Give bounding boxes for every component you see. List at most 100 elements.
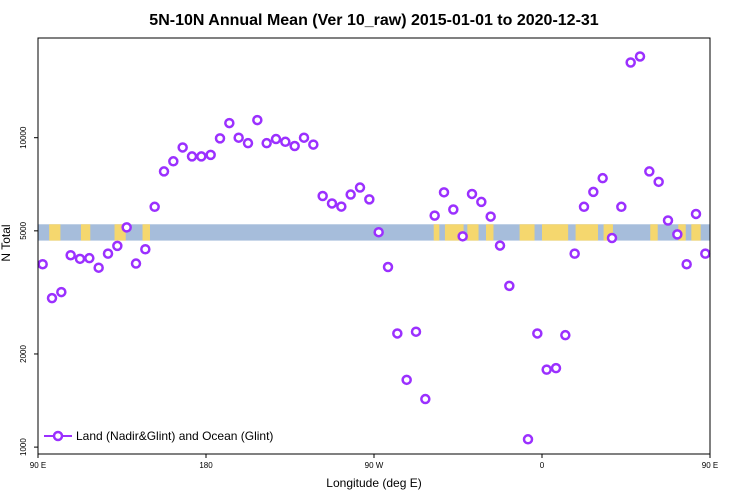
data-point <box>130 258 142 269</box>
data-point <box>224 117 235 129</box>
data-point <box>149 201 160 213</box>
data-point <box>672 229 683 240</box>
land-patch <box>80 224 91 241</box>
data-point <box>298 132 310 143</box>
land-patch <box>49 224 61 241</box>
data-point <box>37 258 48 270</box>
legend: Land (Nadir&Glint) and Ocean (Glint) <box>44 429 273 443</box>
data-point <box>233 132 244 143</box>
x-tick-label: 90 E <box>30 461 46 470</box>
data-point <box>102 248 114 259</box>
data-point <box>252 114 263 126</box>
data-point <box>476 196 487 208</box>
legend-swatch-marker <box>52 430 64 442</box>
data-point <box>140 243 151 255</box>
data-point <box>457 231 468 242</box>
data-point <box>597 172 608 184</box>
y-tick-label: 5000 <box>19 221 28 239</box>
data-point <box>466 188 478 200</box>
data-point <box>392 328 403 339</box>
data-point <box>634 51 646 62</box>
data-point <box>532 328 543 339</box>
land-patch <box>433 224 440 241</box>
data-point <box>429 210 440 221</box>
land-patch <box>691 224 701 241</box>
data-points <box>37 51 711 445</box>
data-point <box>121 222 132 233</box>
data-point <box>112 240 123 252</box>
data-point <box>681 258 692 270</box>
land-patch <box>542 224 569 241</box>
y-tick-label: 2000 <box>19 345 28 363</box>
data-point <box>625 57 636 68</box>
data-point <box>560 329 571 341</box>
data-point <box>345 189 356 200</box>
data-point <box>270 133 282 145</box>
data-point <box>410 326 422 337</box>
data-point <box>364 194 375 205</box>
data-point <box>65 249 76 261</box>
x-axis-label: Longitude (deg E) <box>326 476 421 490</box>
data-point <box>289 140 300 152</box>
land-patch <box>467 224 479 241</box>
y-tick-label: 10000 <box>19 126 28 149</box>
data-point <box>56 286 67 298</box>
data-point <box>550 362 562 374</box>
data-point <box>308 139 319 150</box>
data-point <box>690 208 702 220</box>
data-point <box>438 187 450 198</box>
data-point <box>84 252 95 264</box>
land-patch <box>519 224 535 241</box>
data-point <box>373 226 384 238</box>
data-point <box>214 133 226 144</box>
data-point <box>382 261 394 273</box>
land-patch <box>142 224 150 241</box>
data-point <box>242 137 254 149</box>
data-point <box>569 248 580 259</box>
data-point <box>420 393 431 405</box>
x-tick-label: 90 W <box>365 461 384 470</box>
y-tick-label: 1000 <box>19 438 28 456</box>
data-point <box>205 149 216 161</box>
y-axis-label: N Total <box>0 224 13 261</box>
data-point <box>74 253 86 265</box>
data-point <box>448 204 459 215</box>
x-tick-label: 0 <box>540 461 545 470</box>
data-point <box>186 151 198 162</box>
data-point <box>485 211 496 222</box>
land-patch <box>603 224 613 241</box>
data-point <box>158 166 170 177</box>
data-point <box>541 364 552 375</box>
data-point <box>606 232 618 244</box>
data-point <box>93 262 104 273</box>
data-point <box>326 198 338 209</box>
data-point <box>168 156 179 167</box>
land-patch <box>114 224 126 241</box>
plot-frame <box>37 37 711 455</box>
data-point <box>494 240 506 251</box>
land-patch <box>575 224 598 241</box>
data-point <box>401 374 412 386</box>
legend-label: Land (Nadir&Glint) and Ocean (Glint) <box>76 429 273 443</box>
data-point <box>317 190 328 202</box>
data-point <box>280 136 291 148</box>
land-patch <box>650 224 658 241</box>
data-point <box>522 434 534 445</box>
x-tick-label: 180 <box>199 461 213 470</box>
x-tick-label: 90 E <box>702 461 718 470</box>
data-point <box>261 137 272 149</box>
data-point <box>336 201 347 212</box>
chart-title: 5N-10N Annual Mean (Ver 10_raw) 2015-01-… <box>149 12 599 29</box>
land-patch <box>486 224 494 241</box>
data-point <box>354 182 366 193</box>
data-point <box>504 280 515 292</box>
data-point <box>653 176 664 188</box>
data-point <box>177 142 188 153</box>
data-point <box>578 201 590 213</box>
data-point <box>700 248 711 259</box>
data-point <box>644 166 655 177</box>
data-point <box>588 186 599 198</box>
data-point <box>196 151 207 162</box>
